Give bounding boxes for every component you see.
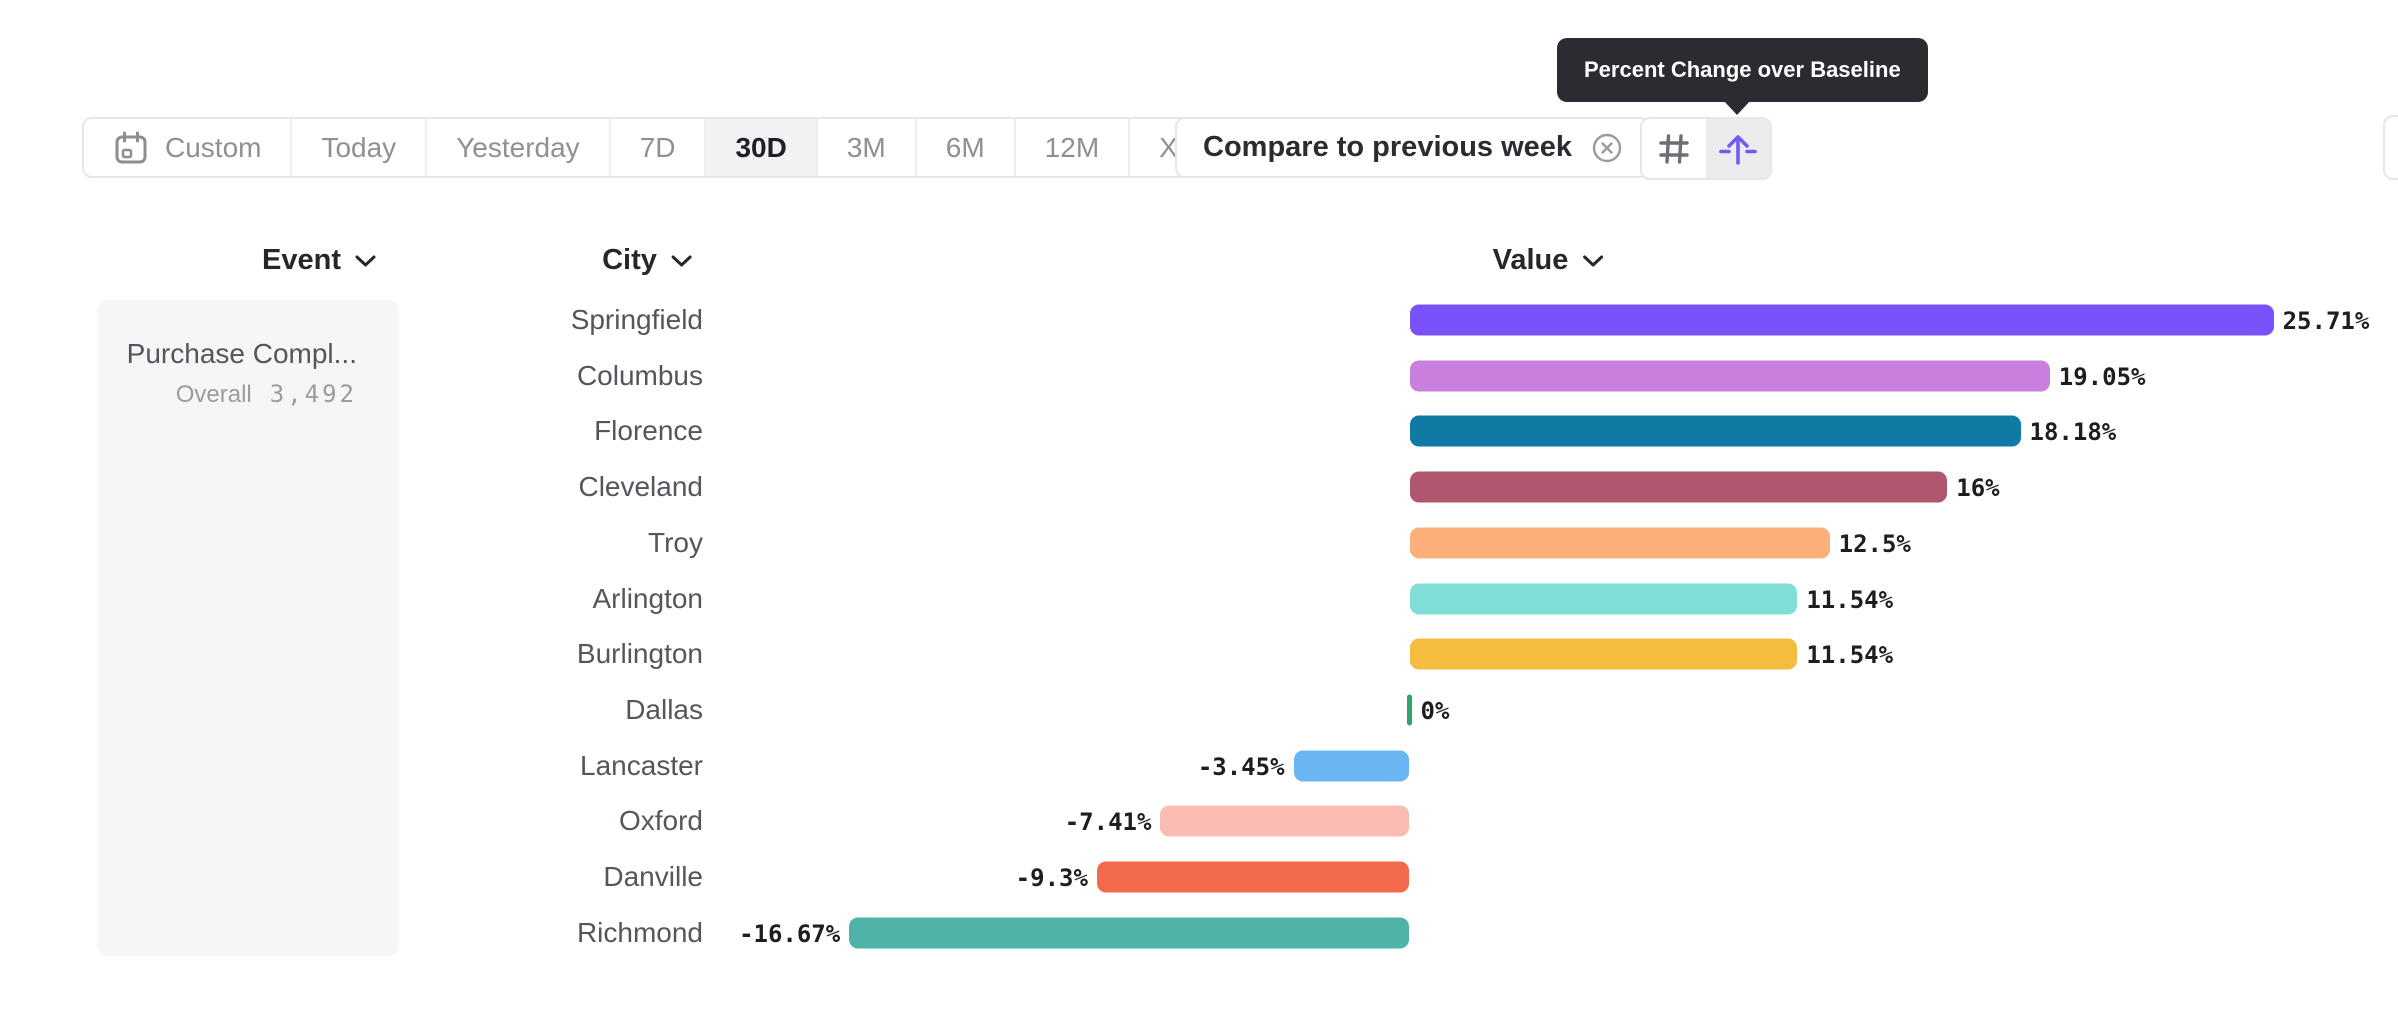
chevron-down-icon [1582, 255, 1603, 266]
bar-value-label: -16.67% [739, 919, 841, 948]
clipped-right-button[interactable] [2383, 115, 2398, 180]
compare-chip[interactable]: Compare to previous week [1175, 117, 1651, 178]
date-range-button[interactable]: 12M [1015, 119, 1131, 176]
column-header-value-label: Value [1492, 244, 1569, 276]
bar[interactable] [1293, 750, 1410, 782]
bar[interactable] [1409, 304, 2274, 336]
bar-value-label: -9.3% [1015, 864, 1088, 893]
date-range-label: 3M [846, 131, 886, 163]
date-range-toolbar: Custom Today Yesterday [82, 117, 1285, 178]
date-range-button[interactable]: Yesterday [427, 119, 611, 176]
chevron-down-icon [671, 255, 692, 266]
city-label: Dallas [625, 694, 703, 726]
bar-value-label: 11.54% [1806, 585, 1894, 614]
city-label: Arlington [592, 582, 703, 614]
bar-value-label: 11.54% [1806, 641, 1894, 670]
x-circle-icon[interactable] [1592, 133, 1622, 163]
bar[interactable] [1409, 527, 1830, 559]
column-header-event[interactable]: Event [262, 244, 376, 277]
bar[interactable] [849, 917, 1410, 949]
city-label: Oxford [618, 805, 703, 837]
date-range-label: Today [321, 131, 397, 163]
city-label: Troy [648, 526, 703, 558]
tooltip-text: Percent Change over Baseline [1584, 57, 1901, 82]
chart-view-toggle [1640, 117, 1772, 180]
bar[interactable] [1160, 805, 1410, 837]
date-range-label: 7D [639, 131, 676, 163]
date-range-button[interactable]: 7D [610, 119, 707, 176]
bar[interactable] [1409, 360, 2050, 392]
date-range-button[interactable]: 30D [706, 119, 818, 176]
column-header-city-label: City [602, 244, 657, 276]
bar-value-label: 25.71% [2282, 307, 2370, 335]
column-header-event-label: Event [262, 244, 341, 276]
date-range-button[interactable]: 3M [817, 119, 917, 176]
bar[interactable] [1409, 583, 1798, 615]
date-range-label: 30D [735, 131, 787, 163]
bar[interactable] [1407, 694, 1412, 726]
city-label: Lancaster [580, 749, 703, 781]
date-range-label: Yesterday [456, 131, 580, 163]
calendar-icon [115, 131, 147, 163]
overall-label: Overall [175, 381, 252, 408]
tooltip-caret [1723, 100, 1751, 115]
bar[interactable] [1096, 861, 1410, 893]
bar-value-label: 12.5% [1838, 529, 1911, 558]
date-range-button[interactable]: 6M [916, 119, 1016, 176]
bar-value-label: 18.18% [2029, 418, 2117, 447]
city-label: Danville [603, 861, 703, 893]
event-name: Purchase Compl... [126, 338, 357, 369]
hash-grid-icon [1659, 133, 1689, 164]
bar[interactable] [1409, 415, 2021, 447]
date-range-button[interactable]: Today [292, 119, 428, 176]
bar[interactable] [1409, 638, 1798, 670]
bar-value-label: -7.41% [1064, 808, 1152, 837]
toggle-grid-view-button[interactable] [1642, 119, 1706, 178]
column-header-value[interactable]: Value [1493, 244, 1604, 277]
city-label: Florence [594, 415, 703, 447]
overall-value: 3,492 [269, 380, 357, 408]
toggle-baseline-view-button[interactable] [1706, 119, 1770, 178]
date-range-label: 6M [945, 131, 985, 163]
bar-value-label: 19.05% [2058, 362, 2146, 391]
tooltip-percent-change: Percent Change over Baseline [1557, 38, 1928, 102]
compare-chip-label: Compare to previous week [1203, 131, 1573, 163]
column-header-city[interactable]: City [602, 244, 692, 277]
bar-value-label: 0% [1420, 697, 1450, 726]
city-label: Richmond [576, 916, 703, 948]
event-overall-row: Overall 3,492 [118, 380, 357, 409]
date-range-label: Custom [165, 131, 262, 163]
bar-value-label: 16% [1956, 474, 2000, 503]
bar[interactable] [1409, 471, 1948, 503]
chevron-down-icon [355, 255, 376, 266]
baseline-arrow-icon [1719, 134, 1757, 165]
event-panel[interactable]: Purchase Compl... Overall 3,492 [98, 300, 399, 956]
city-label: Burlington [576, 638, 703, 670]
date-range-button[interactable]: Custom [84, 119, 293, 176]
city-label: Columbus [576, 359, 703, 391]
date-range-label: 12M [1044, 131, 1100, 163]
bar-value-label: -3.45% [1197, 752, 1285, 781]
city-label: Springfield [570, 304, 703, 335]
city-label: Cleveland [578, 471, 703, 503]
